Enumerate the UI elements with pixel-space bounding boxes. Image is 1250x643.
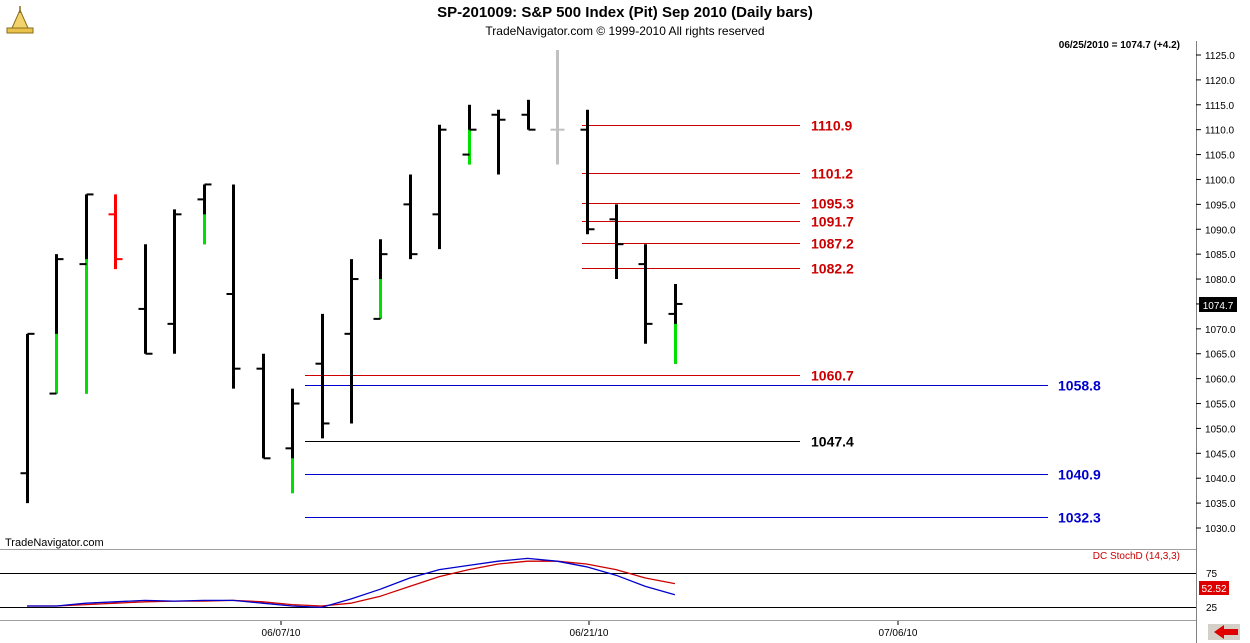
y-tick-label: 1095.0 xyxy=(1205,200,1236,211)
x-tick-label: 06/21/10 xyxy=(570,628,609,639)
ohlc-bar xyxy=(668,284,683,364)
level-label: 1060.7 xyxy=(811,368,854,384)
y-tick-label: 1070.0 xyxy=(1205,325,1236,336)
y-tick-label: 1115.0 xyxy=(1205,101,1235,112)
level-label: 1032.3 xyxy=(1058,510,1101,526)
stochastic-panel xyxy=(0,557,1196,609)
y-tick-label: 1030.0 xyxy=(1205,524,1236,535)
last-price-tag xyxy=(1199,297,1237,312)
scroll-left-arrow-icon[interactable] xyxy=(1208,624,1240,640)
price-axis: 1030.0 1035.0 1040.0 1045.0 1050.0 1055.0 1060… xyxy=(1196,51,1236,535)
y-tick-label: 1105.0 xyxy=(1205,151,1235,162)
stoch-level-75-label: 75 xyxy=(1206,569,1218,580)
y-tick-label: 1100.0 xyxy=(1205,175,1235,186)
ohlc-bar xyxy=(79,193,94,394)
ohlc-bar xyxy=(403,174,418,260)
ohlc-bar xyxy=(580,109,595,235)
ohlc-bar xyxy=(344,259,359,424)
ohlc-bar xyxy=(49,254,64,395)
trade-navigator-logo-icon xyxy=(6,6,34,34)
chart-title: SP-201009: S&P 500 Index (Pit) Sep 2010 … xyxy=(437,4,813,21)
level-label: 1047.4 xyxy=(811,434,854,450)
price-axis-background xyxy=(1196,41,1250,643)
y-tick-label: 1090.0 xyxy=(1205,225,1236,236)
y-tick-label: 1125.0 xyxy=(1205,51,1235,62)
ohlc-bar xyxy=(226,184,241,389)
y-tick-label: 1050.0 xyxy=(1205,424,1236,435)
watermark-text: TradeNavigator.com xyxy=(5,537,104,549)
ohlc-bar xyxy=(285,388,300,494)
level-label: 1110.9 xyxy=(811,118,852,134)
ohlc-bar xyxy=(167,209,182,354)
x-tick-label: 07/06/10 xyxy=(879,628,918,639)
ohlc-bar xyxy=(609,204,624,280)
y-tick-label: 1060.0 xyxy=(1205,375,1236,386)
y-tick-label: 1110.0 xyxy=(1205,126,1235,137)
y-tick-label: 1055.0 xyxy=(1205,400,1236,411)
y-tick-label: 1065.0 xyxy=(1205,350,1236,361)
y-tick-label: 1040.0 xyxy=(1205,474,1236,485)
y-tick-label: 1085.0 xyxy=(1205,250,1236,261)
ohlc-bar xyxy=(20,332,35,504)
ohlc-bar xyxy=(373,239,388,320)
copyright-text: TradeNavigator.com © 1999-2010 All right… xyxy=(485,24,765,38)
date-axis: 06/07/10 06/21/10 07/06/10 xyxy=(262,621,918,639)
level-label: 1082.2 xyxy=(811,261,854,277)
stoch-value-tag xyxy=(1199,581,1229,595)
ohlc-bar xyxy=(638,244,653,344)
stoch-value-tag-label: 52.52 xyxy=(1201,584,1226,595)
stoch-d-line xyxy=(27,560,676,607)
ohlc-bar xyxy=(521,99,536,131)
level-label: 1101.2 xyxy=(811,166,853,182)
stoch-k-line xyxy=(27,557,676,609)
stoch-level-25-label: 25 xyxy=(1206,603,1218,614)
price-bars xyxy=(20,50,683,504)
ohlc-bar xyxy=(138,244,153,355)
ohlc-bar xyxy=(491,109,506,175)
level-label: 1091.7 xyxy=(811,214,854,230)
level-label: 1040.9 xyxy=(1058,467,1101,483)
price-levels: 1110.9 1101.2 1095.3 1091.7 1087.2 1082.2 1060… xyxy=(305,118,1101,526)
ohlc-bar xyxy=(256,353,271,460)
indicator-name: DC StochD (14,3,3) xyxy=(1093,551,1180,562)
level-label: 1095.3 xyxy=(811,196,854,212)
ohlc-bar xyxy=(432,124,447,250)
ohlc-bar xyxy=(462,104,477,165)
ohlc-bar xyxy=(550,50,565,165)
ohlc-bar xyxy=(108,194,123,270)
y-tick-label: 1080.0 xyxy=(1205,275,1236,286)
chart-panel[interactable] xyxy=(0,41,1196,643)
y-tick-label: 1035.0 xyxy=(1205,499,1236,510)
last-quote-text: 06/25/2010 = 1074.7 (+4.2) xyxy=(1059,40,1180,51)
y-tick-label: 1045.0 xyxy=(1205,449,1236,460)
ohlc-bar xyxy=(197,183,212,245)
level-label: 1087.2 xyxy=(811,236,854,252)
level-label: 1058.8 xyxy=(1058,378,1101,394)
chart-header: SP-201009: S&P 500 Index (Pit) Sep 2010 … xyxy=(0,0,1250,41)
last-price-tag-label: 1074.7 xyxy=(1203,301,1234,312)
x-tick-label: 06/07/10 xyxy=(262,628,301,639)
y-tick-label: 1120.0 xyxy=(1205,76,1235,87)
ohlc-bar xyxy=(315,313,330,439)
